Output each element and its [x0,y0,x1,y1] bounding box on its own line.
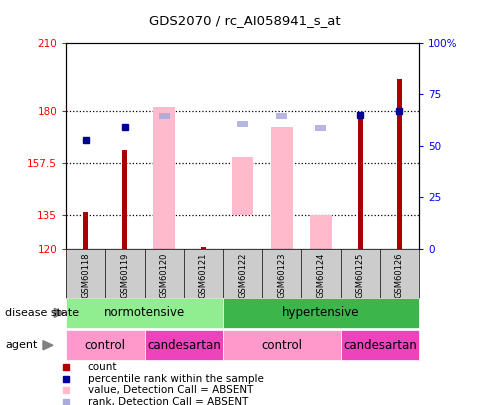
Bar [316,125,326,131]
Text: rank, Detection Call = ABSENT: rank, Detection Call = ABSENT [88,397,248,405]
Text: GSM60123: GSM60123 [277,253,286,298]
Bar [232,157,253,215]
Text: normotensive: normotensive [104,306,185,320]
Text: GSM60121: GSM60121 [199,253,208,298]
Text: percentile rank within the sample: percentile rank within the sample [88,374,264,384]
Text: hypertensive: hypertensive [282,306,360,320]
Bar [358,116,363,249]
Text: GDS2070 / rc_AI058941_s_at: GDS2070 / rc_AI058941_s_at [149,14,341,27]
Bar [153,107,175,249]
Bar [201,247,206,249]
Bar [159,113,170,119]
Bar [145,330,223,360]
Bar [66,298,223,328]
Bar [83,212,88,249]
Text: agent: agent [5,340,37,350]
Text: value, Detection Call = ABSENT: value, Detection Call = ABSENT [88,385,253,395]
Bar [223,298,419,328]
Text: count: count [88,362,117,372]
Text: control: control [261,339,302,352]
Bar [276,113,287,119]
Text: candesartan: candesartan [147,339,220,352]
Bar [310,215,332,249]
Bar [122,150,127,249]
Bar [271,128,293,249]
Text: GSM60126: GSM60126 [395,253,404,298]
Text: GSM60118: GSM60118 [81,253,90,298]
Text: GSM60125: GSM60125 [356,253,365,298]
Text: GSM60124: GSM60124 [317,253,325,298]
Bar [341,330,419,360]
Text: GSM60122: GSM60122 [238,253,247,298]
Text: GSM60119: GSM60119 [121,253,129,298]
Text: GSM60120: GSM60120 [160,253,169,298]
Text: candesartan: candesartan [343,339,416,352]
Bar [397,79,402,249]
Polygon shape [43,341,53,350]
Polygon shape [54,308,64,318]
Text: disease state: disease state [5,308,79,318]
Bar [223,330,341,360]
Bar [237,121,248,127]
Bar [66,330,145,360]
Text: control: control [85,339,126,352]
